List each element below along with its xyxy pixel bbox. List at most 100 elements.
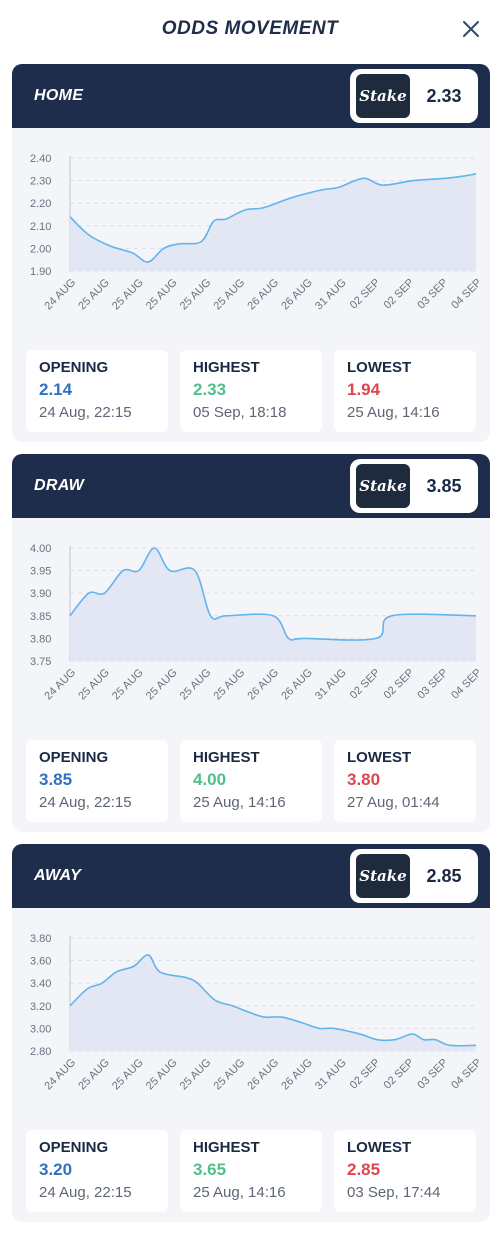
x-tick-label: 25 AUG xyxy=(110,277,146,313)
x-tick-label: 26 AUG xyxy=(279,667,315,703)
market-header: HOME Stake 2.33 xyxy=(12,64,490,128)
opening-label: OPENING xyxy=(39,1139,109,1156)
y-tick-label: 3.80 xyxy=(30,933,51,945)
x-tick-label: 02 SEP xyxy=(348,1057,383,1092)
series-area xyxy=(70,954,476,1051)
x-tick-label: 03 SEP xyxy=(415,1057,450,1092)
bookmaker-odds-button[interactable]: Stake 2.85 xyxy=(350,849,478,903)
x-tick-label: 02 SEP xyxy=(382,1057,417,1092)
market-header: DRAW Stake 3.85 xyxy=(12,454,490,518)
lowest-value: 1.94 xyxy=(347,380,381,399)
current-odds: 2.33 xyxy=(426,85,462,106)
series-area xyxy=(70,548,476,661)
highest-value: 2.33 xyxy=(193,380,227,399)
x-tick-label: 25 AUG xyxy=(178,667,214,703)
bookmaker-odds-button[interactable]: Stake 2.33 xyxy=(350,69,478,123)
market-card-home: HOME Stake 2.33 1.90 2.00 2.10 2.20 2.30 2.40… xyxy=(12,64,490,442)
highest-value: 4.00 xyxy=(193,770,227,789)
highest-stat: HIGHEST 2.33 05 Sep, 18:18 xyxy=(180,350,322,432)
y-tick-label: 3.85 xyxy=(30,611,51,623)
close-icon[interactable] xyxy=(460,18,482,40)
page-title: ODDS MOVEMENT xyxy=(161,18,339,39)
x-tick-label: 25 AUG xyxy=(110,667,146,703)
x-tick-label: 02 SEP xyxy=(382,277,417,312)
x-tick-label: 25 AUG xyxy=(144,277,180,313)
opening-stat: OPENING 2.14 24 Aug, 22:15 xyxy=(26,350,168,432)
lowest-value: 2.85 xyxy=(347,1160,381,1179)
y-tick-label: 2.10 xyxy=(30,221,51,233)
lowest-date: 27 Aug, 01:44 xyxy=(347,794,440,811)
market-card-draw: DRAW Stake 3.85 3.75 3.80 3.85 3.90 3.95 4.00… xyxy=(12,454,490,832)
x-tick-label: 24 AUG xyxy=(42,667,78,703)
opening-date: 24 Aug, 22:15 xyxy=(39,794,132,811)
odds-stats: OPENING 3.85 24 Aug, 22:15 HIGHEST 4.00 … xyxy=(26,740,476,822)
x-tick-label: 26 AUG xyxy=(245,1057,281,1093)
x-tick-label: 24 AUG xyxy=(42,277,78,313)
lowest-stat: LOWEST 2.85 03 Sep, 17:44 xyxy=(334,1130,476,1212)
lowest-date: 25 Aug, 14:16 xyxy=(347,404,440,421)
x-tick-label: 31 AUG xyxy=(313,277,349,313)
y-tick-label: 2.80 xyxy=(30,1046,51,1058)
market-name: HOME xyxy=(34,87,84,104)
x-tick-label: 25 AUG xyxy=(76,667,112,703)
x-tick-label: 02 SEP xyxy=(382,667,417,702)
series-line xyxy=(69,954,477,1047)
y-tick-label: 3.60 xyxy=(30,956,51,968)
x-tick-label: 26 AUG xyxy=(245,277,281,313)
y-tick-label: 3.40 xyxy=(30,978,51,990)
x-tick-label: 24 AUG xyxy=(42,1057,78,1093)
x-tick-label: 25 AUG xyxy=(178,277,214,313)
market-name: AWAY xyxy=(34,867,82,884)
y-tick-label: 2.30 xyxy=(30,176,51,188)
y-tick-label: 3.80 xyxy=(30,633,51,645)
highest-date: 05 Sep, 18:18 xyxy=(193,404,287,421)
x-tick-label: 26 AUG xyxy=(279,1057,315,1093)
highest-stat: HIGHEST 4.00 25 Aug, 14:16 xyxy=(180,740,322,822)
highest-date: 25 Aug, 14:16 xyxy=(193,794,286,811)
x-tick-label: 25 AUG xyxy=(212,1057,248,1093)
opening-date: 24 Aug, 22:15 xyxy=(39,404,132,421)
series-area xyxy=(70,173,476,271)
highest-stat: HIGHEST 3.65 25 Aug, 14:16 xyxy=(180,1130,322,1212)
opening-value: 2.14 xyxy=(39,380,73,399)
modal-header: ODDS MOVEMENT xyxy=(0,0,500,60)
opening-label: OPENING xyxy=(39,749,109,766)
x-tick-label: 25 AUG xyxy=(76,277,112,313)
x-tick-label: 25 AUG xyxy=(76,1057,112,1093)
x-tick-label: 04 SEP xyxy=(449,277,484,312)
lowest-label: LOWEST xyxy=(347,749,412,766)
y-tick-label: 2.00 xyxy=(30,243,51,255)
lowest-label: LOWEST xyxy=(347,1139,412,1156)
current-odds: 3.85 xyxy=(426,475,462,496)
x-tick-label: 04 SEP xyxy=(449,1057,484,1092)
x-tick-label: 31 AUG xyxy=(313,667,349,703)
x-tick-label: 03 SEP xyxy=(415,277,450,312)
y-tick-label: 1.90 xyxy=(30,266,51,278)
series-line xyxy=(69,173,477,263)
y-tick-label: 3.00 xyxy=(30,1023,51,1035)
market-name: DRAW xyxy=(34,477,85,494)
x-tick-label: 04 SEP xyxy=(449,667,484,702)
series-line xyxy=(69,547,477,641)
opening-stat: OPENING 3.85 24 Aug, 22:15 xyxy=(26,740,168,822)
x-tick-label: 26 AUG xyxy=(279,277,315,313)
y-tick-label: 3.90 xyxy=(30,588,51,600)
opening-value: 3.85 xyxy=(39,770,73,789)
x-tick-label: 02 SEP xyxy=(348,667,383,702)
x-tick-label: 25 AUG xyxy=(178,1057,214,1093)
y-tick-label: 3.95 xyxy=(30,566,51,578)
x-tick-label: 25 AUG xyxy=(144,1057,180,1093)
x-tick-label: 25 AUG xyxy=(144,667,180,703)
current-odds: 2.85 xyxy=(426,865,462,886)
lowest-stat: LOWEST 1.94 25 Aug, 14:16 xyxy=(334,350,476,432)
bookmaker-logo: Stake xyxy=(356,74,410,118)
highest-label: HIGHEST xyxy=(193,1139,260,1156)
x-tick-label: 25 AUG xyxy=(212,277,248,313)
bookmaker-odds-button[interactable]: Stake 3.85 xyxy=(350,459,478,513)
lowest-label: LOWEST xyxy=(347,359,412,376)
y-tick-label: 3.75 xyxy=(30,656,51,668)
opening-date: 24 Aug, 22:15 xyxy=(39,1184,132,1201)
opening-value: 3.20 xyxy=(39,1160,73,1179)
